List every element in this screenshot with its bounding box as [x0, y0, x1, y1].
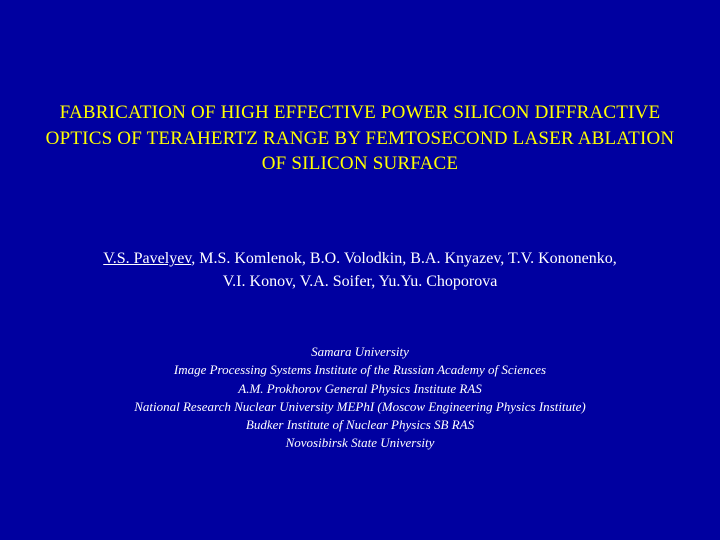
affiliation-line: Budker Institute of Nuclear Physics SB R…	[40, 416, 680, 434]
title-line-1: FABRICATION OF HIGH EFFECTIVE POWER SILI…	[40, 100, 680, 126]
affiliations-block: Samara University Image Processing Syste…	[40, 343, 680, 452]
affiliation-line: Image Processing Systems Institute of th…	[40, 361, 680, 379]
authors-block: V.S. Pavelyev, M.S. Komlenok, B.O. Volod…	[40, 247, 680, 293]
title-line-3: OF SILICON SURFACE	[40, 151, 680, 177]
affiliation-line: Novosibirsk State University	[40, 434, 680, 452]
affiliation-line: National Research Nuclear University MEP…	[40, 398, 680, 416]
slide: FABRICATION OF HIGH EFFECTIVE POWER SILI…	[0, 0, 720, 540]
affiliation-line: Samara University	[40, 343, 680, 361]
slide-title: FABRICATION OF HIGH EFFECTIVE POWER SILI…	[40, 100, 680, 177]
authors-line-1: V.S. Pavelyev, M.S. Komlenok, B.O. Volod…	[40, 247, 680, 270]
authors-line-2: V.I. Konov, V.A. Soifer, Yu.Yu. Choporov…	[40, 270, 680, 293]
authors-rest-1: , M.S. Komlenok, B.O. Volodkin, B.A. Kny…	[191, 250, 616, 267]
title-line-2: OPTICS OF TERAHERTZ RANGE BY FEMTOSECOND…	[40, 126, 680, 152]
affiliation-line: A.M. Prokhorov General Physics Institute…	[40, 380, 680, 398]
lead-author: V.S. Pavelyev	[103, 250, 191, 267]
